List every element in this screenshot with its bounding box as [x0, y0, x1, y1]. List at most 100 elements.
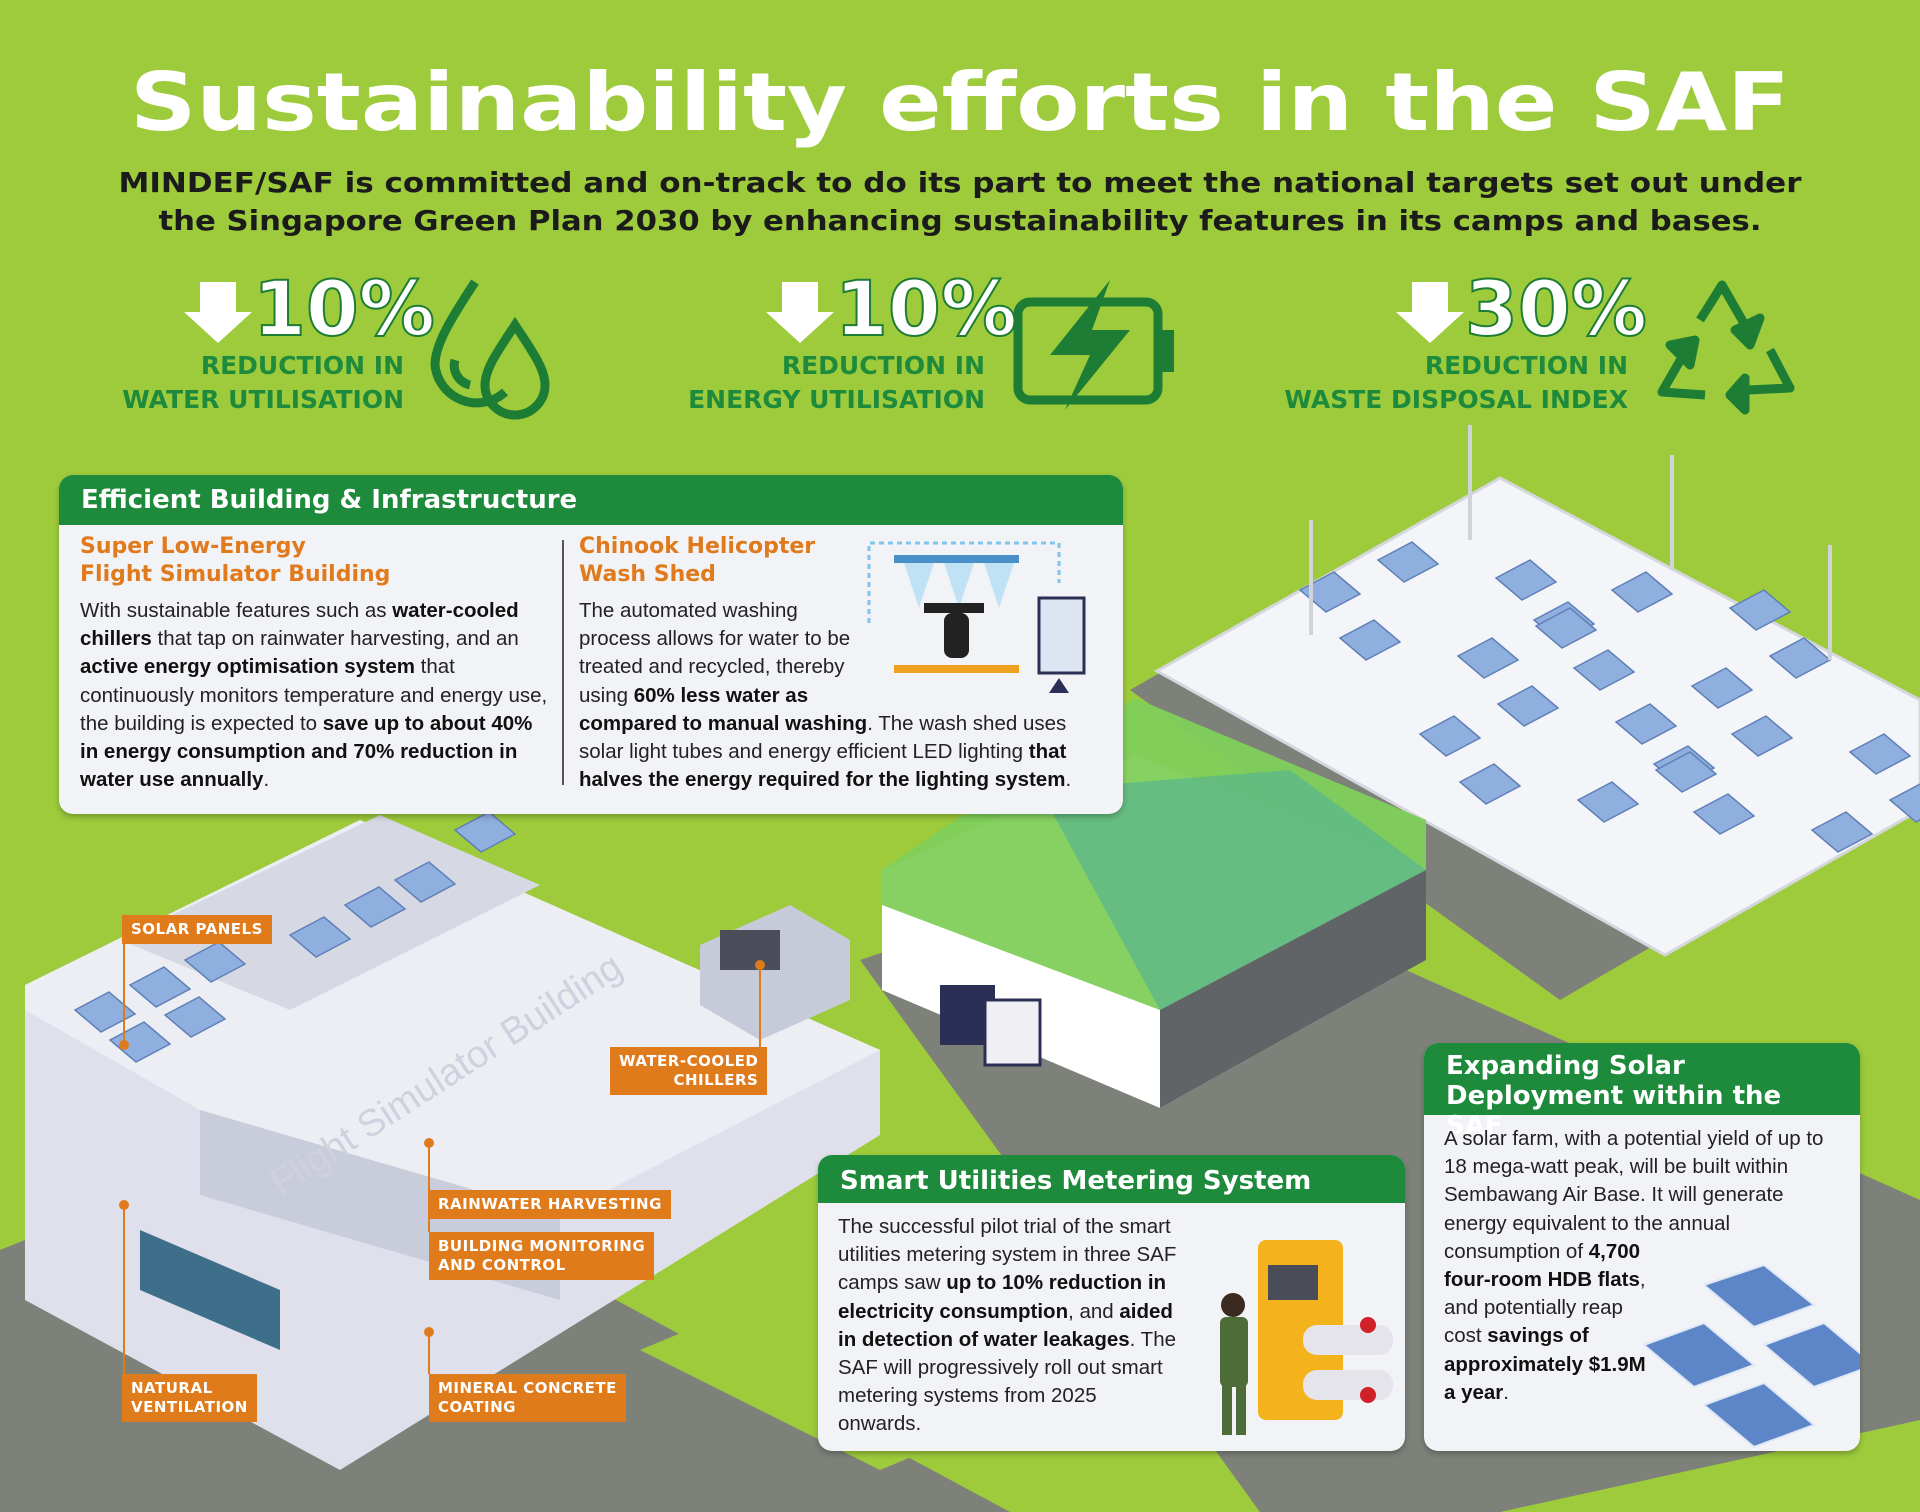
solar-module	[73, 991, 137, 1033]
recycle-icon	[1657, 280, 1795, 415]
target-label: REDUCTION IN	[1425, 351, 1628, 380]
water-icon	[430, 279, 550, 420]
roof-solar-panels	[73, 811, 517, 1063]
infrastructure-panel: Efficient Building & Infrastructure Supe…	[59, 475, 1123, 814]
solar-module	[453, 811, 517, 853]
battery-icon	[1013, 280, 1174, 410]
callout: SOLAR PANELS	[122, 915, 272, 944]
emphasis: water-cooled chillers	[80, 599, 519, 651]
solar-text: A solar farm, with a potential yield of …	[1444, 1125, 1844, 1407]
wash-shed-opening	[1160, 870, 1426, 1108]
solar-module	[1338, 619, 1402, 661]
emphasis: 60% less water as compared to manual was…	[579, 683, 868, 735]
target-label: WATER UTILISATION	[122, 385, 404, 414]
solar-module	[1614, 703, 1678, 745]
text-run: , and potentially reap cost	[1444, 1268, 1646, 1348]
wash-diagram-art	[867, 541, 1086, 693]
item: Chinook Helicopter Wash Shed The automat…	[579, 533, 1104, 794]
solar-module	[1572, 649, 1636, 691]
down-arrow	[184, 282, 252, 343]
target-figure: 10%	[835, 264, 1017, 353]
panel-title: Efficient Building & Infrastructure	[59, 475, 1123, 525]
solar-module	[1810, 811, 1874, 853]
item-heading: Chinook Helicopter Wash Shed	[579, 533, 1104, 589]
text-run: The successful pilot trial of the smart …	[838, 1215, 1177, 1295]
text-run: .	[1065, 768, 1072, 792]
target-label: REDUCTION IN	[201, 351, 404, 380]
emphasis: aided in detection of water leakages	[838, 1299, 1173, 1351]
panel-title-line: Deployment within the SAF	[1446, 1081, 1782, 1141]
metering-text: The successful pilot trial of the smart …	[838, 1213, 1183, 1439]
text-run: .	[1503, 1380, 1509, 1404]
text-run: With sustainable features such as	[80, 599, 393, 622]
solar-module	[1418, 715, 1482, 757]
solar-text-box: A solar farm, with a potential yield of …	[1444, 1125, 1860, 1449]
metering-panel: Smart Utilities Metering System The succ…	[818, 1155, 1405, 1451]
emphasis: save up to about 40% in energy consumpti…	[80, 711, 533, 792]
solar-module	[1610, 571, 1674, 613]
subtitle: MINDEF/SAF is committed and on-track to …	[119, 166, 1802, 199]
item: Super Low-Energy Flight Simulator Buildi…	[80, 533, 550, 794]
heading-line: Wash Shed	[579, 562, 716, 587]
callout: WATER-COOLED CHILLERS	[610, 1047, 768, 1095]
emphasis: active energy optimisation system	[80, 655, 415, 679]
target: 10% REDUCTION IN WATER UTILISATION	[122, 263, 550, 420]
heading-line: Super Low-Energy	[80, 534, 306, 559]
target: 30% REDUCTION IN WASTE DISPOSAL INDEX	[1284, 263, 1795, 415]
panel-title-line: Expanding Solar	[1446, 1051, 1685, 1081]
text-run: A solar farm, with a potential yield of …	[1444, 1127, 1824, 1263]
panel-title: Smart Utilities Metering System	[818, 1155, 1405, 1203]
callout-line: VENTILATION	[131, 1398, 248, 1416]
solar-module	[1730, 715, 1794, 757]
target: 10% REDUCTION IN ENERGY UTILISATION	[688, 263, 1174, 414]
callout: MINERAL CONCRETE COATING	[429, 1374, 626, 1422]
callout-line: WATER-COOLED	[619, 1052, 759, 1070]
solar-module	[1534, 607, 1598, 649]
solar-module	[1458, 763, 1522, 805]
callout: RAINWATER HARVESTING	[429, 1190, 671, 1219]
solar-module	[1298, 571, 1362, 613]
targets: 10% REDUCTION IN WATER UTILISATION 10% R…	[122, 263, 1795, 420]
emphasis: that halves the energy required for the …	[579, 740, 1067, 792]
heading-line: Flight Simulator Building	[80, 562, 391, 587]
callout-line: MINERAL CONCRETE	[438, 1379, 617, 1397]
callout-line: SOLAR PANELS	[131, 920, 263, 938]
callout: BUILDING MONITORING AND CONTROL	[429, 1232, 655, 1280]
panel-title: Expanding Solar Deployment within the SA…	[1424, 1043, 1860, 1141]
solar-module	[393, 861, 457, 903]
down-arrow	[1396, 282, 1464, 343]
target-figure: 30%	[1465, 264, 1647, 353]
text-run: . The wash shed uses solar light tubes a…	[579, 711, 1067, 764]
callout-line: AND CONTROL	[438, 1256, 566, 1274]
down-arrow	[766, 282, 834, 343]
solar-module	[1654, 751, 1718, 793]
emphasis: up to 10% reduction in electricity consu…	[838, 1271, 1167, 1323]
wash-diagram	[859, 533, 1104, 709]
divider	[562, 540, 564, 785]
light-poles	[1309, 425, 1832, 660]
meter-illustration	[1220, 1240, 1393, 1435]
text-run: that tap on rainwater harvesting, and an	[151, 627, 519, 651]
solar-module	[1888, 783, 1920, 823]
solar-panels	[1298, 541, 1920, 853]
solar-module	[108, 1021, 172, 1063]
solar-art-svg	[1642, 1263, 1860, 1449]
target-figure: 10%	[253, 264, 435, 353]
window	[140, 1230, 280, 1350]
subtitle: the Singapore Green Plan 2030 by enhanci…	[159, 204, 1762, 237]
target-label: ENERGY UTILISATION	[688, 385, 985, 414]
solar-module	[1848, 733, 1912, 775]
solar-module	[1496, 685, 1560, 727]
wash-shed-interior	[1040, 770, 1426, 1010]
text-run: .	[263, 768, 270, 792]
solar-module	[1728, 589, 1792, 631]
emphasis: 4,700 four-room HDB flats	[1444, 1239, 1641, 1292]
water-tank	[983, 998, 1042, 1067]
callout-line: BUILDING MONITORING	[438, 1237, 646, 1255]
solar-module	[1692, 793, 1756, 835]
text-run: that continuously monitors temperature a…	[80, 655, 548, 735]
solar-module	[1494, 559, 1558, 601]
solar-module	[288, 916, 352, 958]
